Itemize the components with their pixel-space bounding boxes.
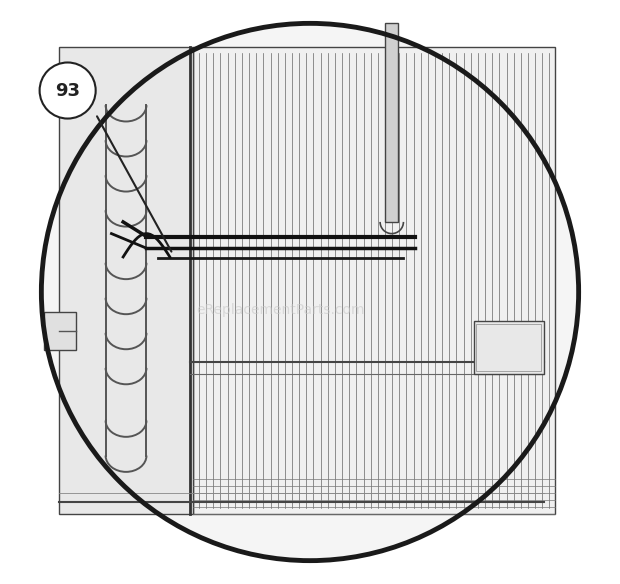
Bar <box>386 23 398 222</box>
Bar <box>193 47 556 514</box>
Text: eReplacementParts.com: eReplacementParts.com <box>197 303 365 317</box>
Text: 93: 93 <box>55 82 80 99</box>
Bar <box>476 324 541 371</box>
Bar <box>474 321 544 374</box>
Circle shape <box>42 23 578 561</box>
Circle shape <box>40 62 95 119</box>
Bar <box>59 47 193 514</box>
Bar <box>44 312 76 350</box>
